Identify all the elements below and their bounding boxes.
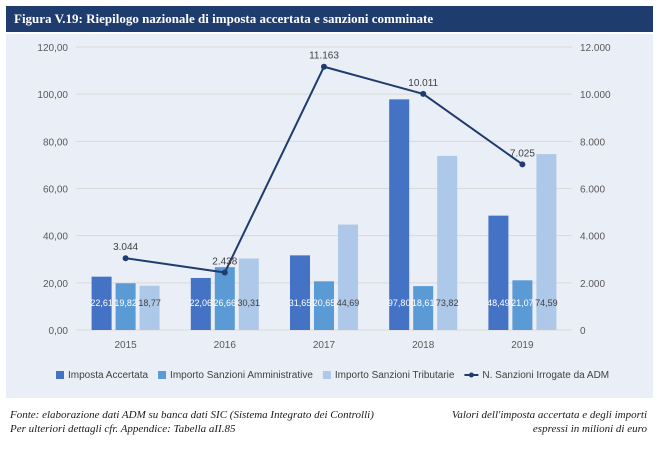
x-tick-label: 2018 — [412, 340, 435, 351]
y-left-tick-label: 40,00 — [43, 232, 68, 243]
bar-data-label: 97,80 — [388, 298, 411, 308]
bar-data-label: 30,31 — [238, 298, 261, 308]
bar — [488, 215, 509, 330]
units-note: Valori dell'imposta accertata e degli im… — [452, 408, 647, 436]
bar-data-label: 18,61 — [412, 298, 435, 308]
bar — [190, 277, 211, 330]
y-left-tick-label: 120,00 — [37, 43, 68, 54]
y-left-tick-label: 0,00 — [49, 326, 69, 337]
y-left-tick-label: 20,00 — [43, 279, 68, 290]
y-right-tick-label: 12.000 — [580, 43, 611, 54]
line-data-label: 2.438 — [212, 257, 237, 268]
legend-label: N. Sanzioni Irrogate da ADM — [482, 370, 609, 381]
legend-swatch — [56, 371, 64, 379]
line-series — [125, 65, 523, 274]
bar-data-label: 20,65 — [313, 298, 336, 308]
line-data-label: 3.044 — [113, 242, 138, 253]
bar — [314, 281, 334, 330]
y-right-tick-label: 0 — [580, 326, 586, 337]
y-left-tick-label: 60,00 — [43, 185, 68, 196]
legend-label: Importo Sanzioni Tributarie — [335, 370, 455, 381]
bar — [91, 276, 112, 330]
bar-data-label: 48,49 — [487, 298, 510, 308]
bar-data-label: 22,06 — [190, 298, 213, 308]
bar-data-label: 31,65 — [289, 298, 312, 308]
line-point — [321, 63, 327, 70]
y-left-tick-label: 80,00 — [43, 137, 68, 148]
line-point — [519, 161, 526, 168]
y-left-tick-label: 100,00 — [37, 90, 68, 101]
bar — [115, 283, 136, 330]
y-right-tick-label: 2.000 — [580, 279, 605, 290]
bar-data-label: 21,07 — [511, 298, 534, 308]
figure-title: Figura V.19: Riepilogo nazionale di impo… — [6, 6, 653, 32]
bar-data-label: 26,66 — [214, 298, 237, 308]
bar-data-label: 22,61 — [90, 298, 113, 308]
bar — [413, 286, 434, 330]
source-line-1: Fonte: elaborazione dati ADM su banca da… — [10, 409, 374, 421]
bar-data-label: 44,69 — [337, 298, 360, 308]
combo-chart: 0,00 20,00 40,00 60,00 80,00 100,00 120,00 0 2.0… — [37, 43, 611, 381]
bar — [536, 154, 557, 330]
legend-label: Imposta Accertata — [68, 370, 148, 381]
units-line-1: Valori dell'imposta accertata e degli im… — [451, 409, 647, 421]
y-right-tick-label: 6.000 — [580, 185, 605, 196]
legend-line-marker — [468, 372, 474, 378]
x-tick-label: 2015 — [114, 340, 137, 351]
bar — [238, 258, 259, 330]
x-tick-label: 2016 — [214, 340, 237, 351]
bar — [338, 224, 358, 330]
line-data-label: 11.163 — [309, 51, 339, 62]
bar — [214, 267, 235, 330]
bar-data-label: 19,82 — [114, 298, 137, 308]
x-tick-label: 2017 — [313, 340, 336, 351]
legend-label: Importo Sanzioni Amministrative — [170, 370, 313, 381]
units-line-2: espressi in milioni di euro — [532, 423, 647, 435]
line-point — [221, 269, 228, 276]
line-data-label: 7.025 — [510, 148, 535, 159]
line-data-label: 10.011 — [408, 78, 438, 89]
bar — [437, 155, 458, 330]
bar — [512, 280, 533, 330]
y-right-tick-label: 8.000 — [580, 137, 605, 148]
line-point — [420, 90, 427, 97]
legend-swatch — [158, 371, 167, 379]
source-note: Fonte: elaborazione dati ADM su banca da… — [10, 408, 374, 436]
line-point — [122, 255, 129, 262]
legend-swatch — [322, 371, 331, 379]
bar-data-label: 73,82 — [436, 298, 459, 308]
x-tick-label: 2019 — [511, 340, 534, 351]
chart-panel: 0,00 20,00 40,00 60,00 80,00 100,00 120,00 0 2.0… — [6, 34, 653, 398]
y-right-tick-label: 4.000 — [580, 232, 605, 243]
bar — [290, 255, 310, 330]
bar — [389, 99, 410, 330]
bar-data-label: 18,77 — [138, 298, 161, 308]
bar — [139, 285, 160, 330]
source-line-2: Per ulteriori dettagli cfr. Appendice: T… — [10, 423, 236, 435]
y-right-tick-label: 10.000 — [580, 90, 611, 101]
bar-data-label: 74,59 — [535, 298, 558, 308]
